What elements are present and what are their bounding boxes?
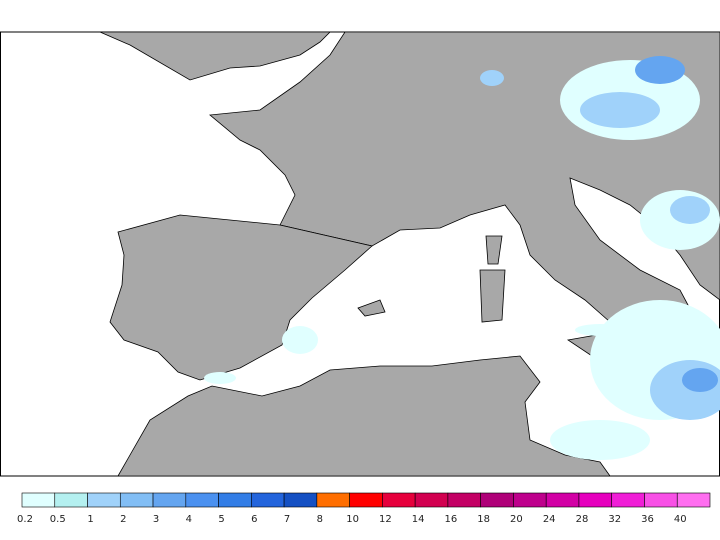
colorbar-label: 7: [284, 514, 290, 525]
colorbar-swatch: [185, 492, 219, 508]
colorbar-label: 32: [608, 514, 621, 525]
colorbar-swatch: [251, 492, 285, 508]
colorbar-swatch: [119, 492, 154, 508]
map: [0, 31, 720, 477]
colorbar-swatch: [283, 492, 318, 508]
colorbar-label: 14: [412, 514, 425, 525]
colorbar-label: 2: [120, 514, 126, 525]
colorbar-swatch: [480, 492, 514, 508]
colorbar-swatch: [87, 492, 121, 508]
colorbar-swatch: [414, 492, 449, 508]
colorbar-swatch: [578, 492, 613, 508]
colorbar-swatch: [349, 492, 383, 508]
colorbar: 0.2 0.5 1 2 3 4 5 6 7 8 10 12 14 16 18 20 24 28 32 36 40: [17, 492, 711, 525]
colorbar-label: 40: [674, 514, 687, 525]
colorbar-label: 0.5: [50, 514, 66, 525]
colorbar-swatch: [545, 492, 580, 508]
colorbar-swatch: [316, 492, 350, 508]
colorbar-label: 36: [641, 514, 654, 525]
colorbar-label: 16: [445, 514, 458, 525]
colorbar-label: 8: [317, 514, 323, 525]
colorbar-swatch: [447, 492, 481, 508]
land: [357, 299, 386, 317]
colorbar-label: 12: [379, 514, 392, 525]
colorbar-swatch: [152, 492, 187, 508]
colorbar-label: 10: [346, 514, 359, 525]
colorbar-swatch: [218, 492, 252, 508]
land: [485, 235, 503, 265]
colorbar-label: 3: [153, 514, 159, 525]
colorbar-swatch: [611, 492, 645, 508]
colorbar-label: 18: [477, 514, 490, 525]
colorbar-swatch: [21, 492, 56, 508]
colorbar-swatch: [644, 492, 678, 508]
colorbar-swatch: [676, 492, 711, 508]
colorbar-label: 4: [186, 514, 192, 525]
colorbar-swatch: [513, 492, 547, 508]
colorbar-label: 1: [87, 514, 93, 525]
colorbar-label: 0.2: [17, 514, 33, 525]
land: [479, 269, 506, 323]
land: [99, 31, 331, 81]
land: [109, 214, 373, 381]
colorbar-label: 28: [576, 514, 589, 525]
precipitation: [204, 56, 720, 460]
colorbar-swatch: [54, 492, 88, 508]
colorbar-swatch: [382, 492, 416, 508]
colorbar-label: 6: [251, 514, 257, 525]
colorbar-label: 20: [510, 514, 523, 525]
colorbar-label: 5: [218, 514, 224, 525]
colorbar-label: 24: [543, 514, 556, 525]
